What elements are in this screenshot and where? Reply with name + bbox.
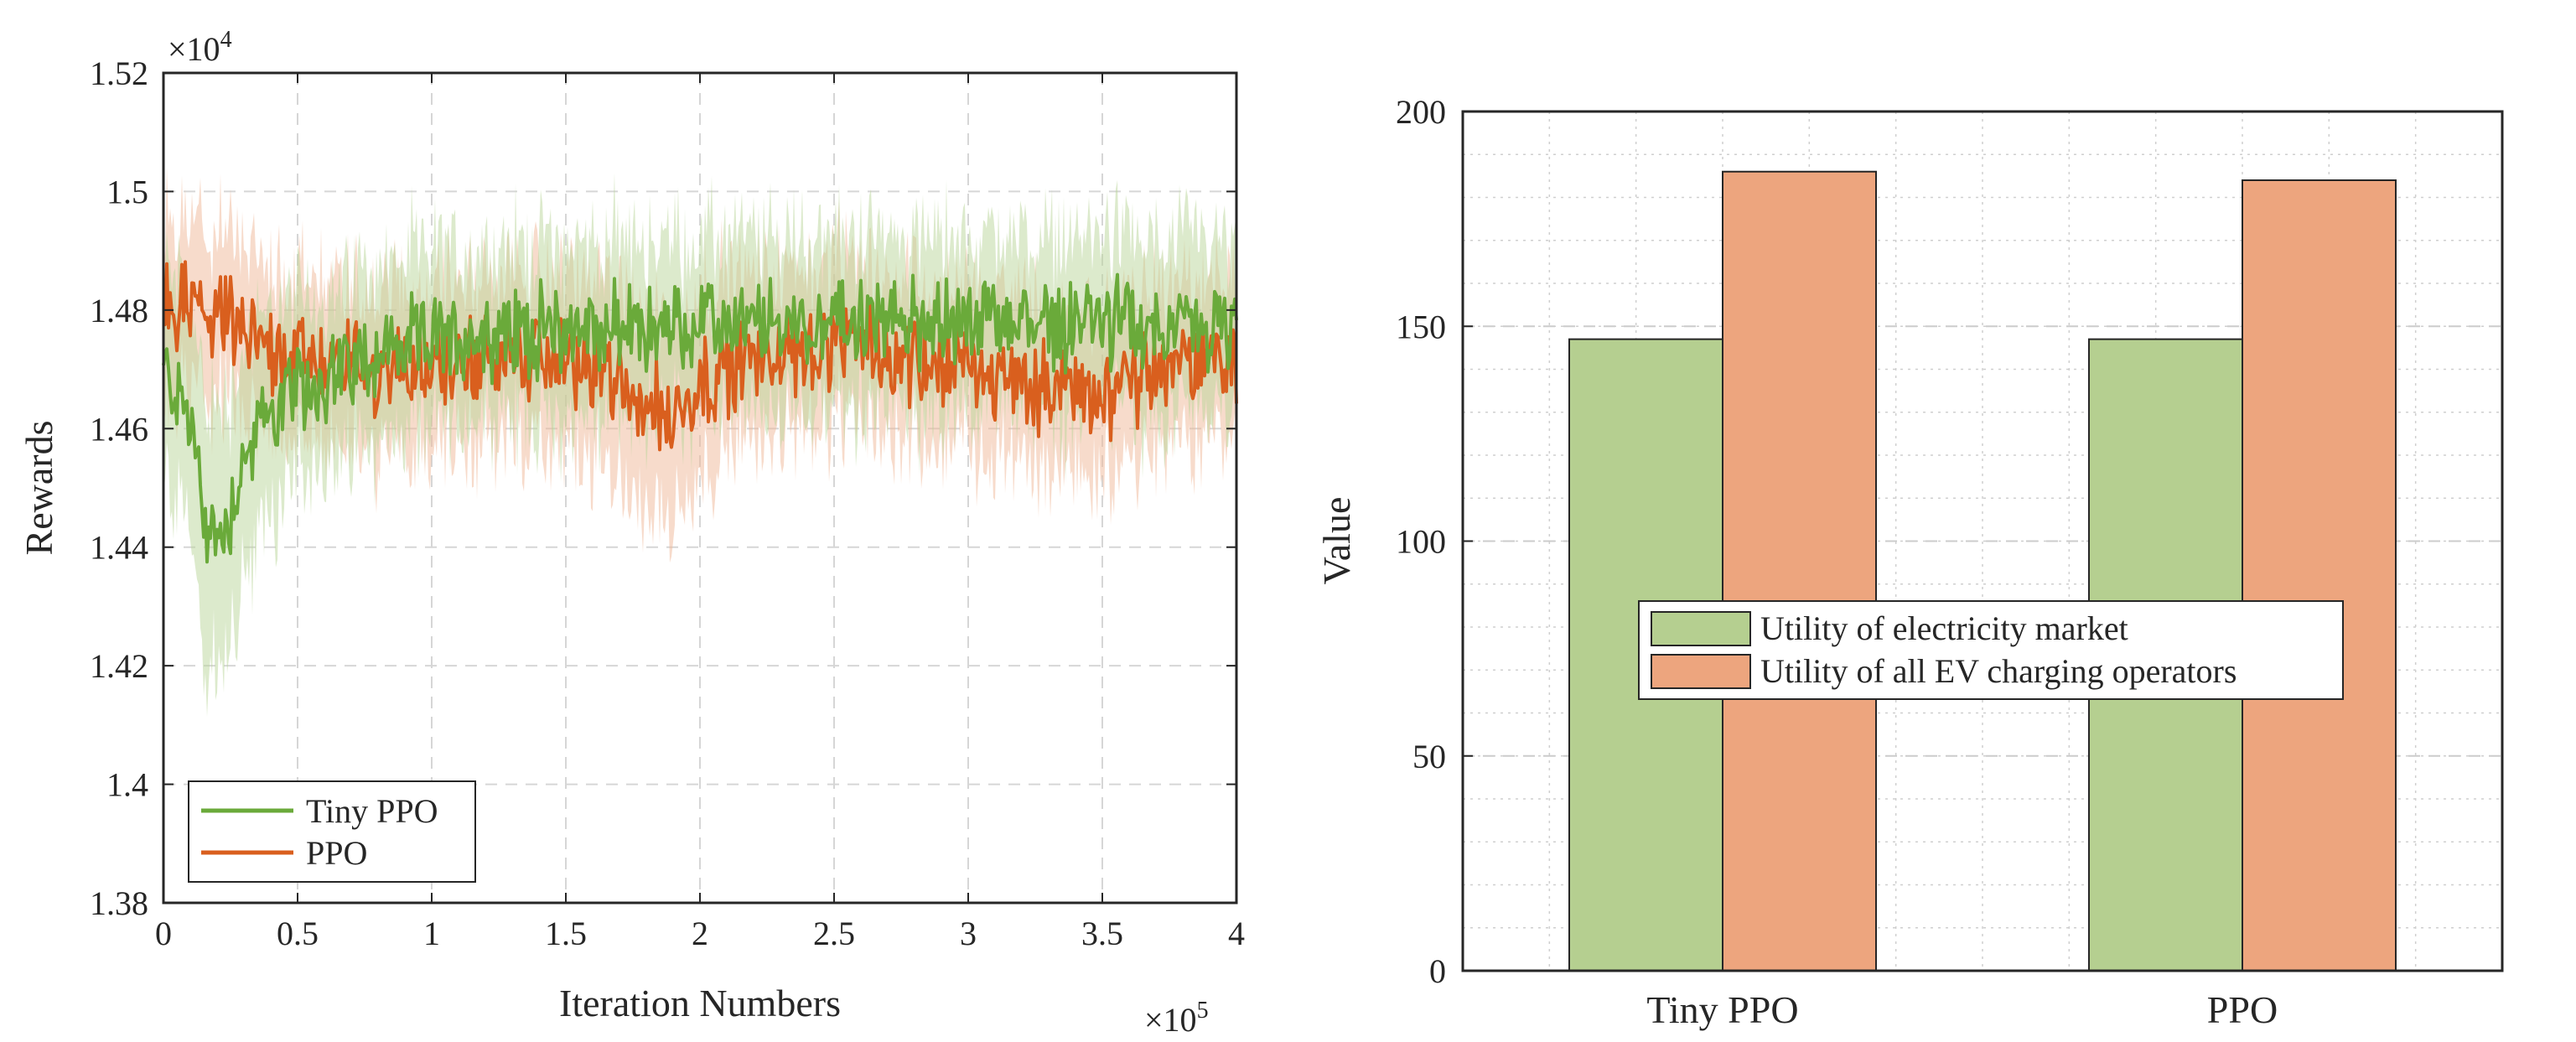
x-exponent-label: ×105 — [1144, 998, 1209, 1039]
y-tick-label: 200 — [1396, 93, 1446, 131]
legend-label-electricity-market: Utility of electricity market — [1760, 609, 2128, 647]
y-tick-label: 1.52 — [90, 54, 148, 92]
x-tick-label: 3 — [960, 915, 977, 952]
bar-tiny-ppo-utility-of-all-ev-charging-operators — [1722, 170, 1877, 972]
line-chart-x-axis-label: Iteration Numbers — [559, 982, 841, 1024]
line-chart-legend-box — [188, 780, 476, 883]
bar-ppo-utility-of-all-ev-charging-operators — [2242, 179, 2397, 972]
bar-chart-legend-box — [1638, 600, 2344, 700]
bar-chart-ticks: 0 50 100 150 200 Tiny PPO PPO — [1396, 93, 2278, 1031]
line-chart: 0 0.5 1 1.5 2 2.5 3 3.5 41.381.41.421.441.461.48… — [18, 27, 1245, 1039]
y-tick-label: 150 — [1396, 308, 1446, 345]
legend-label-ppo: PPO — [306, 834, 367, 872]
legend-label-tiny-ppo: Tiny PPO — [306, 792, 438, 830]
x-tick-label: 2.5 — [813, 915, 855, 952]
y-tick-label: 1.38 — [90, 884, 148, 922]
y-tick-label: 1.42 — [90, 647, 148, 685]
y-exponent-label: ×104 — [168, 27, 232, 68]
x-tick-label: 0 — [155, 915, 172, 952]
x-tick-label: 2 — [692, 915, 708, 952]
x-tick-label: 3.5 — [1081, 915, 1123, 952]
x-tick-label: 4 — [1228, 915, 1245, 952]
y-tick-label: 1.5 — [106, 173, 148, 210]
y-tick-label: 0 — [1429, 952, 1446, 990]
bar-chart: 0 50 100 150 200 Tiny PPO PPO Value Utility of… — [1315, 93, 2504, 1031]
line-chart-lines — [162, 260, 1238, 564]
y-tick-label: 1.4 — [106, 766, 148, 804]
line-chart-ticks: 0 0.5 1 1.5 2 2.5 3 3.5 41.381.41.421.441.461.48… — [90, 54, 1245, 952]
x-tick-label: 0.5 — [277, 915, 319, 952]
y-tick-label: 1.46 — [90, 410, 148, 448]
bar-chart-legend: Utility of electricity market Utility of… — [1638, 600, 2344, 700]
x-category-label-tiny-ppo: Tiny PPO — [1646, 988, 1798, 1031]
y-tick-label: 50 — [1412, 738, 1446, 775]
legend-swatch-ev-charging-operators — [1651, 654, 1751, 689]
legend-swatch-electricity-market — [1651, 611, 1751, 646]
x-tick-label: 1 — [423, 915, 440, 952]
y-tick-label: 1.48 — [90, 292, 148, 329]
legend-label-ev-charging-operators: Utility of all EV charging operators — [1760, 652, 2237, 690]
y-tick-label: 100 — [1396, 523, 1446, 561]
line-chart-y-axis-label: Rewards — [18, 421, 60, 556]
x-category-label-ppo: PPO — [2207, 988, 2278, 1031]
bar-chart-y-axis-label: Value — [1315, 497, 1358, 585]
y-tick-label: 1.44 — [90, 529, 148, 567]
line-chart-legend: Tiny PPO PPO — [188, 780, 476, 883]
series-line-tiny-ppo — [162, 272, 1238, 564]
x-tick-label: 1.5 — [545, 915, 587, 952]
